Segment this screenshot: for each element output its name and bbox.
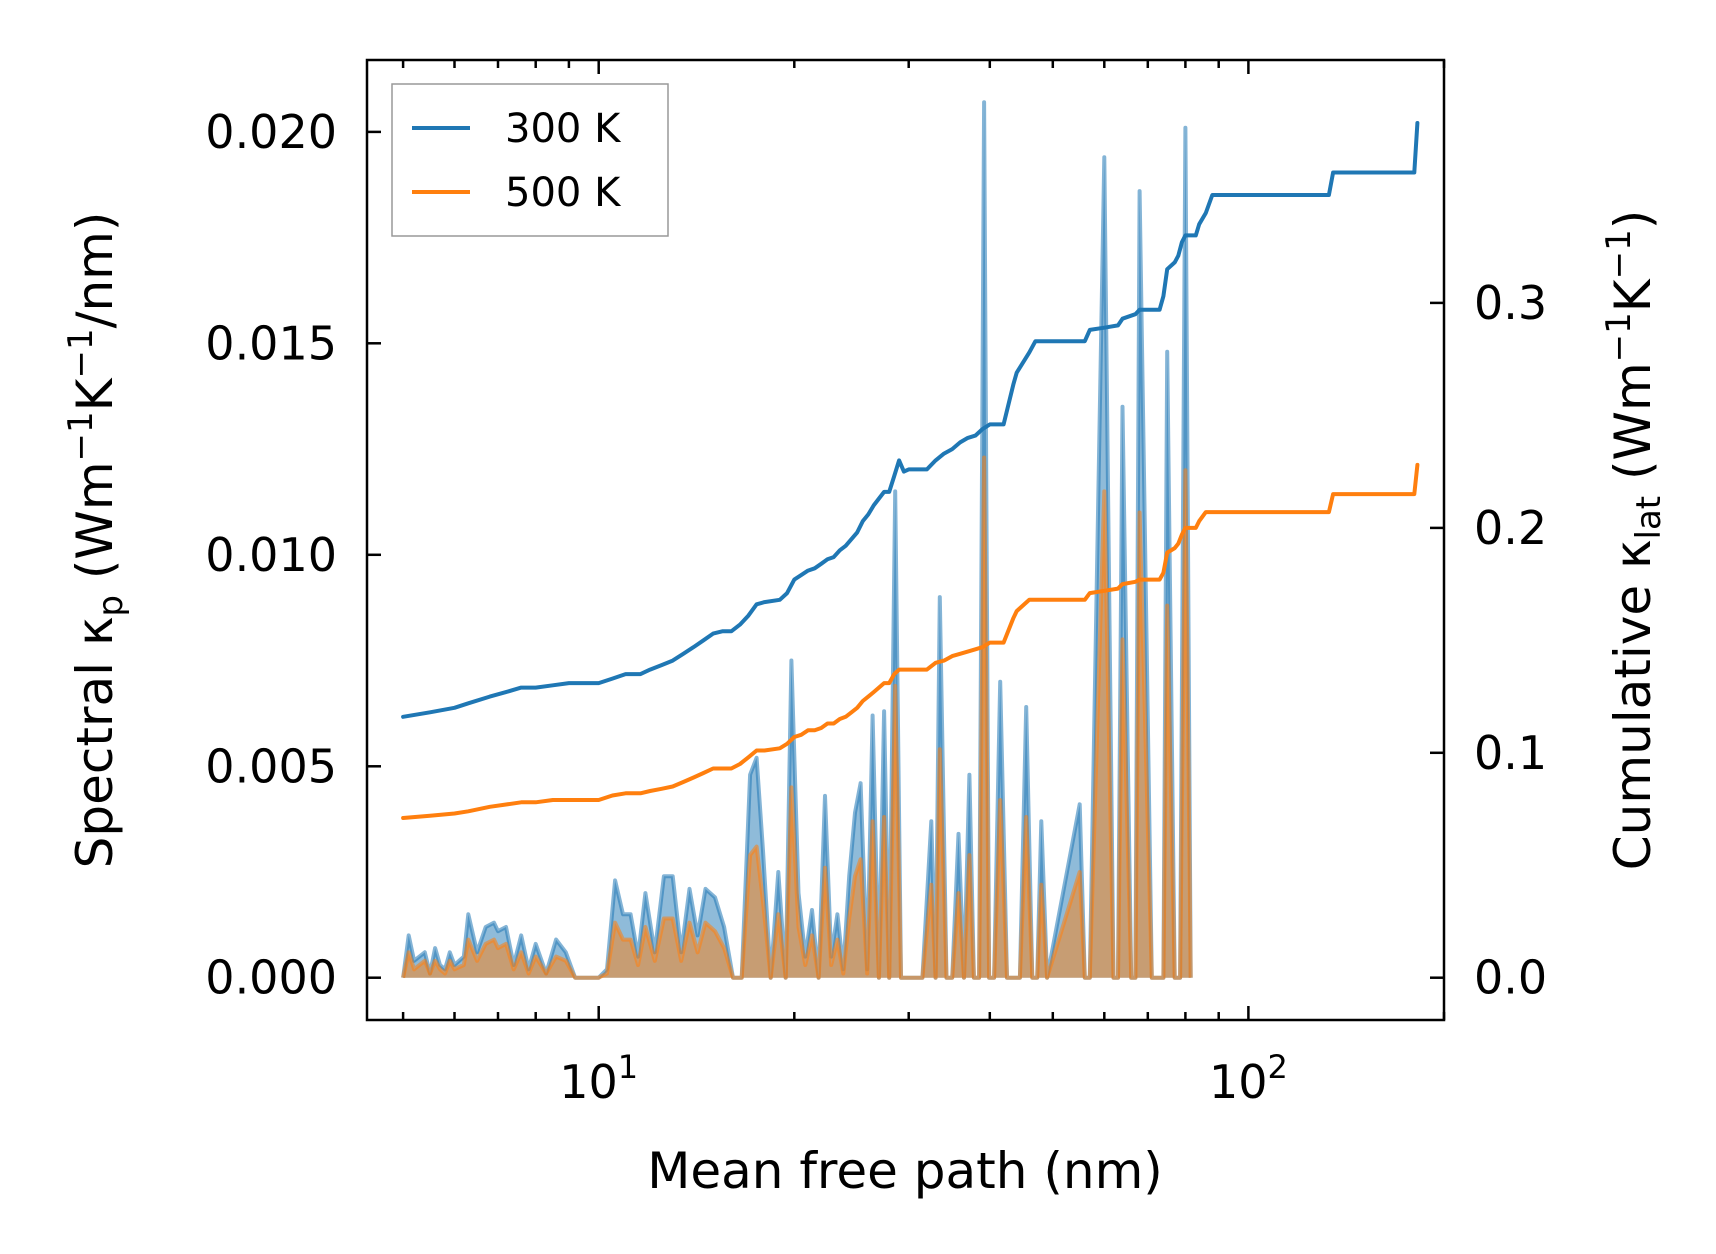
y-right-tick-label: 0.2 [1474,501,1547,555]
y-right-tick-label: 0.3 [1474,276,1547,330]
y-axis-left-label: Spectral κp (Wm−1K−1/nm) [61,212,131,869]
y-left-tick-label: 0.020 [205,105,337,159]
tick-labels: 101 102 0.000 0.005 0.010 0.015 0.020 0.0 0.1 0.2… [205,105,1547,1109]
y-left-tick-label: 0.005 [205,739,337,793]
y-right-tick-label: 0.1 [1474,726,1547,780]
y-left-tick-label: 0.015 [205,316,337,370]
y-left-tick-label: 0.000 [205,951,337,1005]
cumulative-line-300k [401,121,1420,719]
x-tick-label: 101 [559,1048,638,1109]
legend-frame [391,83,669,237]
y-right-tick-label: 0.0 [1474,951,1547,1005]
series-layer [401,100,1420,980]
spectral-line-500k [401,455,1193,980]
y-left-tick-label: 0.010 [205,528,337,582]
y-axis-right-label: Cumulative κlat (Wm−1K−1) [1599,210,1669,870]
x-axis-label: Mean free path (nm) [647,1142,1163,1200]
cumulative-line-500k [401,462,1420,820]
ticks-layer [367,60,1446,1020]
plot-frame [365,58,1446,1022]
legend-label-500k: 500 K [505,170,622,216]
x-tick-label: 102 [1209,1048,1288,1109]
legend-label-300k: 300 K [505,106,622,152]
legend: 300 K 500 K [391,83,669,237]
